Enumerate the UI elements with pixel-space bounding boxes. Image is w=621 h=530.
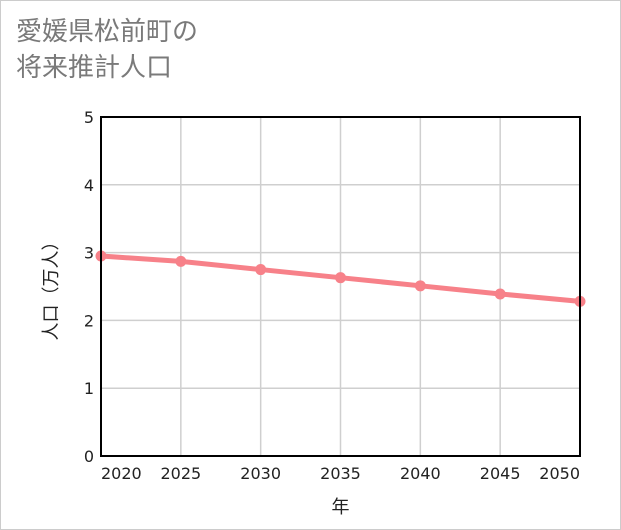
x-tick-label: 2050 xyxy=(539,464,580,483)
grid-lines xyxy=(100,116,581,457)
y-tick-label: 5 xyxy=(84,108,94,127)
data-point xyxy=(494,288,506,300)
x-tick-label: 2040 xyxy=(400,464,441,483)
x-axis-label: 年 xyxy=(332,497,350,518)
x-tick-label: 2030 xyxy=(240,464,281,483)
data-point xyxy=(414,280,426,292)
x-tick-label: 2045 xyxy=(480,464,521,483)
data-point xyxy=(255,264,267,276)
y-tick-label: 3 xyxy=(84,244,94,263)
x-tick-label: 2025 xyxy=(160,464,201,483)
x-tick-labels: 2020 2025 2030 2035 2040 2045 2050 xyxy=(101,464,580,483)
y-tick-label: 0 xyxy=(84,447,94,466)
y-tick-label: 2 xyxy=(84,311,94,330)
chart-title: 愛媛県松前町の 将来推計人口 xyxy=(16,14,198,86)
y-axis-label: 人口（万人） xyxy=(41,233,62,341)
data-point xyxy=(335,272,346,284)
chart-title-line-2: 将来推計人口 xyxy=(16,53,173,83)
y-tick-labels: 0 1 2 3 4 5 xyxy=(84,108,94,466)
x-tick-label: 2035 xyxy=(320,464,361,483)
data-point xyxy=(175,255,187,267)
y-tick-label: 4 xyxy=(84,176,94,195)
chart-title-line-1: 愛媛県松前町の xyxy=(16,17,199,47)
y-tick-label: 1 xyxy=(84,379,94,398)
x-tick-label: 2020 xyxy=(101,464,142,483)
plot-border xyxy=(100,116,581,457)
